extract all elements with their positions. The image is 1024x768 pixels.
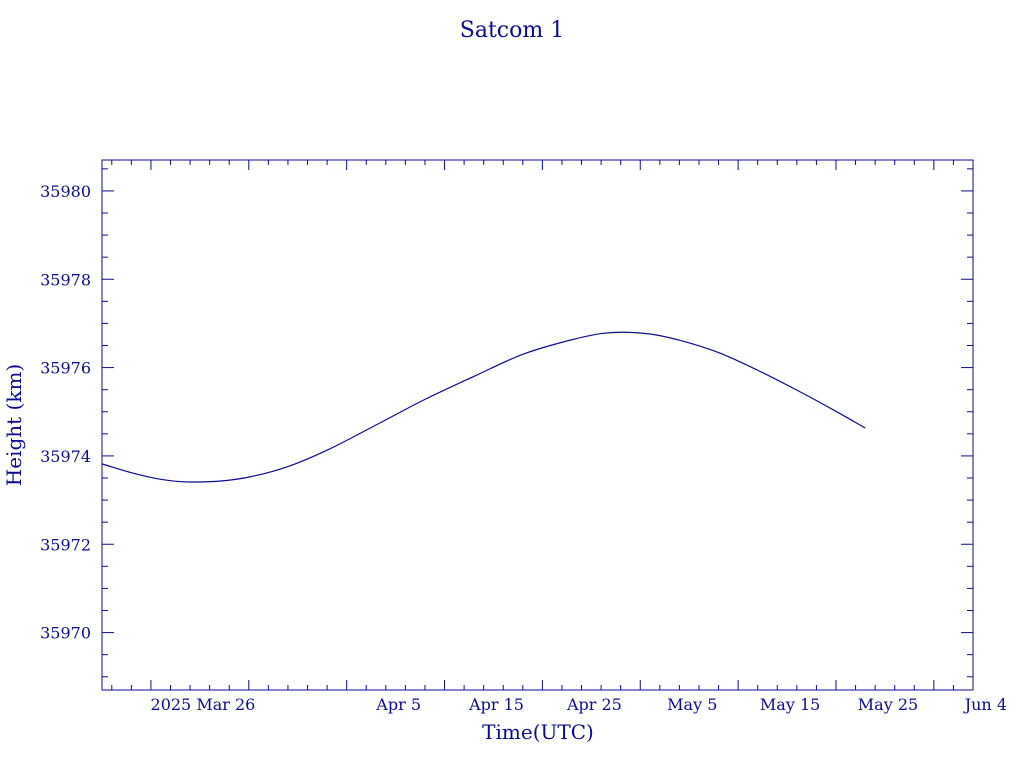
x-axis-label: Time(UTC) [482, 720, 594, 744]
y-tick-label: 35970 [40, 624, 91, 643]
y-tick-label: 35972 [40, 535, 91, 554]
height-series-line [101, 331, 866, 483]
x-tick-label: Apr 25 [566, 695, 622, 714]
x-tick-label: 2025 Mar 26 [151, 695, 256, 714]
plot-frame [101, 159, 974, 691]
x-tick-label: Apr 15 [468, 695, 524, 714]
x-tick-label: Jun 4 [963, 695, 1007, 714]
x-tick-label: May 15 [760, 695, 820, 714]
x-tick-label: May 25 [858, 695, 918, 714]
y-axis-label: Height (km) [2, 364, 26, 486]
x-tick-label: Apr 5 [375, 695, 421, 714]
x-tick-label: May 5 [667, 695, 717, 714]
y-tick-label: 35978 [40, 270, 91, 289]
y-tick-label: 35976 [40, 359, 91, 378]
chart-title: Satcom 1 [460, 18, 564, 43]
y-tick-label: 35974 [40, 447, 91, 466]
series-layer [101, 331, 866, 483]
y-tick-label: 35980 [40, 182, 91, 201]
y-axis-ticks: 35970 35972 35974 35976 35978 35980 [40, 168, 973, 678]
x-axis-ticks: 2025 Mar 26 Apr 5 Apr 15 Apr 25 May 5 May 15 M… [111, 160, 1007, 714]
